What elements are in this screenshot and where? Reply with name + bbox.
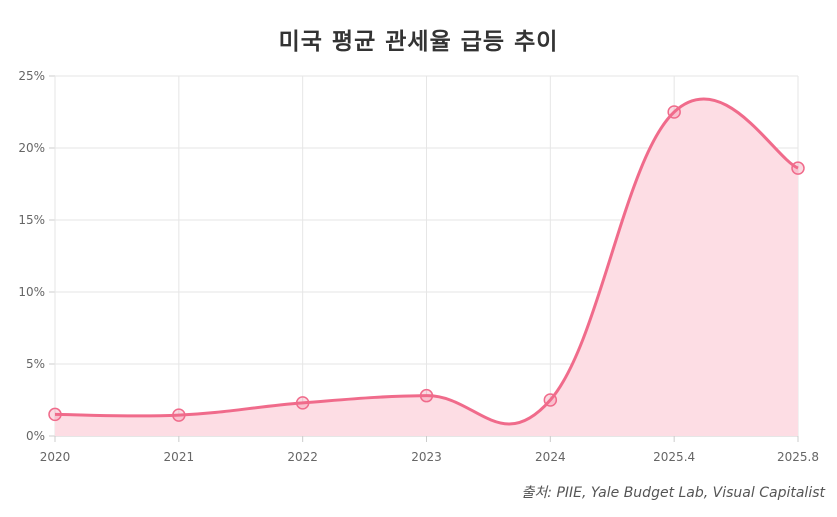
x-axis-ticks: 2020 2021 2022 2023 2024 2025.4 2025.8	[40, 450, 819, 464]
series-line	[54, 97, 799, 426]
data-point	[791, 161, 805, 175]
x-tick-label: 2023	[411, 450, 442, 464]
x-tick-label: 2024	[535, 450, 566, 464]
x-tick-label: 2020	[40, 450, 71, 464]
data-point	[295, 396, 310, 410]
x-tick-label: 2025.8	[777, 450, 819, 464]
source-note: 출처: PIIE, Yale Budget Lab, Visual Capita…	[521, 485, 825, 501]
data-point	[48, 407, 62, 422]
chart-title: 미국 평균 관세율 급등 추이	[278, 29, 559, 55]
data-point	[419, 388, 434, 403]
data-point	[543, 393, 558, 407]
data-points	[48, 105, 805, 422]
y-tick-label: 15%	[18, 213, 45, 227]
x-tick-label: 2022	[287, 450, 318, 464]
data-point	[667, 105, 681, 119]
data-point	[172, 408, 186, 422]
y-tick-label: 25%	[18, 69, 45, 83]
x-tick-label: 2021	[164, 450, 195, 464]
y-tick-label: 0%	[26, 429, 45, 443]
y-tick-label: 20%	[18, 141, 45, 155]
y-axis-ticks: 0% 5% 10% 15% 20% 25%	[18, 69, 45, 443]
y-tick-label: 5%	[26, 357, 45, 371]
y-tick-label: 10%	[18, 285, 45, 299]
x-tick-label: 2025.4	[653, 450, 695, 464]
area-fill	[55, 98, 798, 436]
